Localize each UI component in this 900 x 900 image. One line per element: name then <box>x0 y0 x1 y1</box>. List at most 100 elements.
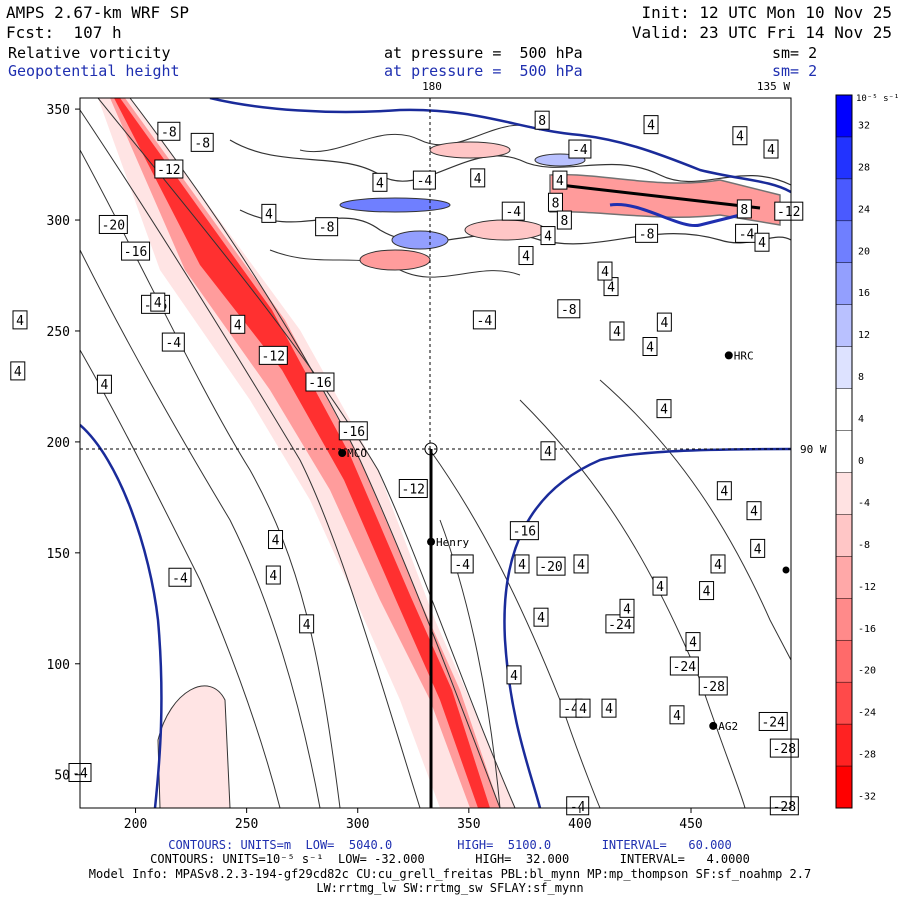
colorbar-tick-label: 12 <box>858 330 870 341</box>
contour-label-value: 4 <box>474 172 482 187</box>
vorticity-band-core <box>114 98 490 808</box>
contour-label: 4 <box>12 310 28 330</box>
contour-label-box <box>230 314 246 334</box>
x-tick-label: 450 <box>679 817 702 832</box>
smoothing-label-2: sm= 2 <box>772 62 818 80</box>
contour-label: -28 <box>698 676 728 696</box>
upper-contour-1 <box>229 139 791 186</box>
contour-label-box <box>150 292 166 312</box>
contour-label-box <box>533 607 549 627</box>
contour-label-value: 4 <box>518 558 526 573</box>
contour-label: -16 <box>305 372 335 392</box>
contour-line-e <box>519 399 746 808</box>
contour-label-value: -4 <box>165 336 181 351</box>
station-marker <box>709 721 718 730</box>
contour-label-value: 4 <box>714 558 722 573</box>
contour-label-box <box>566 796 590 816</box>
contour-label-box <box>573 554 589 574</box>
contour-label: -4 <box>501 201 525 221</box>
plot-frame <box>79 97 792 809</box>
contour-label-box <box>669 705 685 725</box>
height-contour-left <box>80 424 163 808</box>
contour-label: -20 <box>98 214 128 234</box>
contour-label-value: -24 <box>673 660 697 675</box>
contour-label: 4 <box>10 361 26 381</box>
model-title: AMPS 2.67-km WRF SP <box>6 3 190 22</box>
contour-label-box <box>597 261 613 281</box>
contour-label: -12 <box>398 479 428 498</box>
contour-label: 4 <box>575 698 591 718</box>
colorbar-tick-label: -32 <box>858 792 876 803</box>
colorbar-tick-label: 4 <box>858 414 864 425</box>
contour-label-value: 4 <box>720 485 728 500</box>
contour-label-value: 8 <box>538 114 546 129</box>
colorbar-tick-label: 20 <box>858 246 870 257</box>
smoothing-label-1: sm= 2 <box>772 44 818 62</box>
contour-label-value: 4 <box>754 542 762 557</box>
contour-label: 4 <box>150 292 166 312</box>
contour-label: 4 <box>652 576 668 596</box>
contour-label-value: -12 <box>262 349 285 364</box>
contour-label-box <box>534 110 550 130</box>
contour-label-value: 8 <box>740 203 748 218</box>
contour-label: -4 <box>568 139 592 159</box>
colorbar-segment <box>836 598 852 641</box>
colorbar-tick-label: -20 <box>858 666 876 677</box>
contour-label: 4 <box>656 312 672 332</box>
colorbar-segment <box>836 556 852 599</box>
stations: HRC MCO Henry AG2 <box>338 349 754 733</box>
station-marker <box>338 449 347 457</box>
level-label-vorticity: at pressure = 500 hPa <box>384 44 583 62</box>
contour-label-value: -4 <box>739 227 755 242</box>
station-label: MCO <box>347 447 367 460</box>
colorbar-units: 10⁻⁵ s⁻¹ <box>856 94 899 104</box>
contour-label-value: 4 <box>16 314 24 329</box>
colorbar-tick-label: 24 <box>858 204 870 215</box>
contour-label-value: 4 <box>522 250 530 265</box>
colorbar-segment <box>836 766 852 808</box>
contour-label-value: -28 <box>773 800 796 815</box>
contour-label: 4 <box>540 441 556 461</box>
contour-label: 4 <box>746 501 762 521</box>
contour-label-value: 4 <box>613 325 621 340</box>
contour-label-value: -16 <box>308 376 331 391</box>
contour-label-box <box>568 139 592 159</box>
colorbar-tick-label: 0 <box>858 456 864 467</box>
contour-label: 4 <box>533 607 549 627</box>
contour-label: 4 <box>470 168 486 188</box>
contour-label-box <box>710 554 726 574</box>
colorbar-segment <box>836 178 852 221</box>
contour-label-value: 4 <box>660 403 668 418</box>
colorbar-tick-label: 28 <box>858 162 870 173</box>
field-layer <box>80 98 791 808</box>
colorbar-segment <box>836 640 852 683</box>
contour-label-value: 4 <box>673 709 681 724</box>
contour-line-d <box>429 449 601 808</box>
contour-label-box <box>258 345 288 365</box>
contour-label-value: 4 <box>544 445 552 460</box>
contour-label-value: 4 <box>656 580 664 595</box>
contour-label-value: -8 <box>194 136 210 151</box>
band-contour-1 <box>97 98 516 808</box>
contour-label: 4 <box>514 554 530 574</box>
contour-label-box <box>536 556 566 576</box>
contour-label-box <box>656 399 672 419</box>
contour-label-box <box>305 372 335 392</box>
contour-label-value: -16 <box>342 425 365 440</box>
contour-label: -24 <box>758 711 788 731</box>
contour-label-box <box>732 126 748 146</box>
contour-label: -8 <box>190 132 214 152</box>
contour-label-value: 4 <box>767 143 775 158</box>
contour-label-value: 4 <box>647 119 655 134</box>
contour-label: -8 <box>557 299 581 319</box>
contour-label-value: 4 <box>605 702 613 717</box>
contour-label-value: 4 <box>265 207 273 222</box>
station-marker <box>724 351 733 360</box>
contour-label-value: 4 <box>154 296 162 311</box>
colorbar-segment <box>836 95 852 137</box>
contour-label-value: -4 <box>477 314 493 329</box>
contour-label-value: 4 <box>579 702 587 717</box>
contour-label: -4 <box>168 567 192 587</box>
contour-label-box <box>412 170 436 190</box>
contour-label-box <box>98 214 128 234</box>
